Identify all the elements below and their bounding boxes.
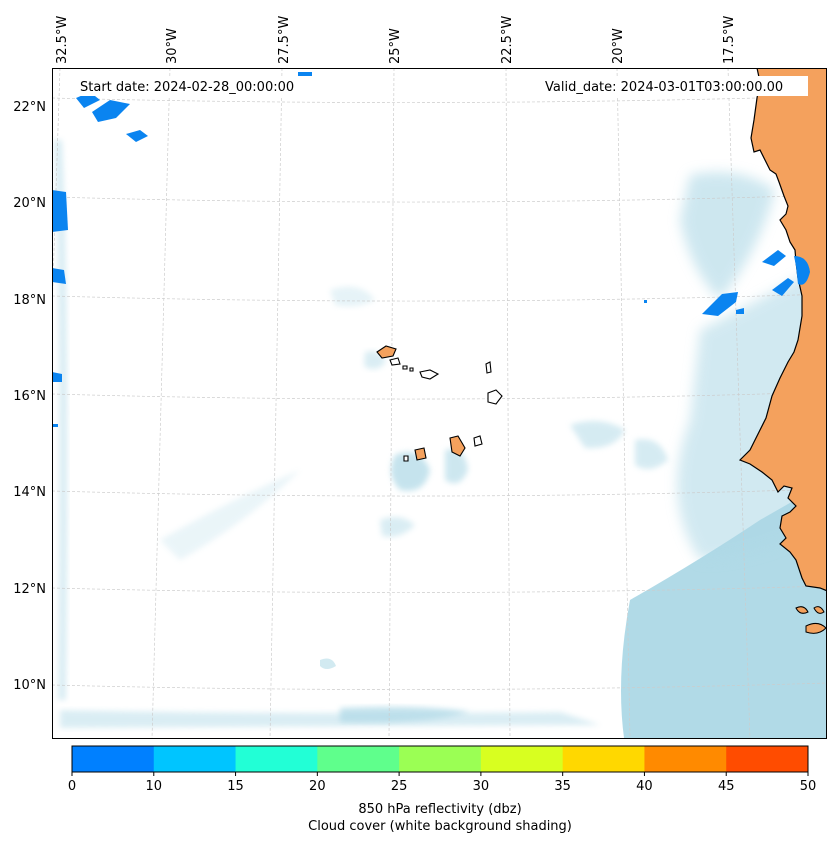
lon-label: 30°W (165, 28, 180, 64)
lon-label: 32.5°W (55, 16, 70, 64)
colorbar-tick-label: 0 (68, 779, 76, 794)
colorbar-segment (644, 746, 727, 772)
lat-label: 10°N (13, 678, 46, 693)
africa-landmass (738, 68, 827, 634)
colorbar-segment (72, 746, 155, 772)
lon-label: 17.5°W (722, 16, 737, 64)
longitude-labels: 32.5°W 30°W 27.5°W 25°W 22.5°W 20°W 17.5… (55, 16, 737, 64)
colorbar-segment (399, 746, 482, 772)
reflectivity-echoes (52, 72, 810, 427)
lat-label: 18°N (13, 293, 46, 308)
valid-date-box (538, 76, 808, 96)
lon-label: 27.5°W (277, 16, 292, 64)
colorbar-tick-label: 50 (800, 779, 817, 794)
colorbar-tick-label: 30 (473, 779, 490, 794)
lat-label: 12°N (13, 582, 46, 597)
colorbar-tick-label: 20 (309, 779, 326, 794)
colorbar-segment (480, 746, 564, 772)
colorbar-tick-label: 25 (391, 779, 408, 794)
colorbar-segment (153, 746, 237, 772)
colorbar-label: 850 hPa reflectivity (dbz) (358, 802, 521, 817)
lat-label: 20°N (13, 196, 46, 211)
colorbar-segment (235, 746, 318, 772)
latitude-labels: 22°N 20°N 18°N 16°N 14°N 12°N 10°N (13, 100, 46, 693)
lon-label: 25°W (388, 28, 403, 64)
cloud-cover-layer (54, 140, 827, 739)
lat-label: 16°N (13, 389, 46, 404)
colorbar-frame (71, 745, 809, 773)
lat-label: 22°N (13, 100, 46, 115)
cape-verde-islands (376, 345, 503, 462)
start-date-label: Start date: 2024-02-28_00:00:00 (80, 80, 294, 95)
lat-label: 14°N (13, 485, 46, 500)
colorbar: 0 10 15 20 25 30 35 40 45 50 (68, 745, 817, 794)
colorbar-tick-label: 35 (554, 779, 571, 794)
map-frame (52, 68, 827, 739)
colorbar-tick-label: 15 (227, 779, 244, 794)
colorbar-segment (562, 746, 645, 772)
start-date-box (74, 76, 324, 96)
colorbar-sublabel: Cloud cover (white background shading) (308, 819, 572, 834)
valid-date-label: Valid_date: 2024-03-01T03:00:00.00 (545, 80, 783, 95)
colorbar-segment (726, 746, 809, 772)
colorbar-tick-label: 45 (718, 779, 735, 794)
colorbar-segment (317, 746, 400, 772)
map-panel (52, 68, 827, 739)
lon-label: 20°W (611, 28, 626, 64)
graticule (52, 68, 827, 739)
colorbar-tick-label: 40 (636, 779, 653, 794)
colorbar-tick-label: 10 (146, 779, 163, 794)
lon-label: 22.5°W (500, 16, 515, 64)
